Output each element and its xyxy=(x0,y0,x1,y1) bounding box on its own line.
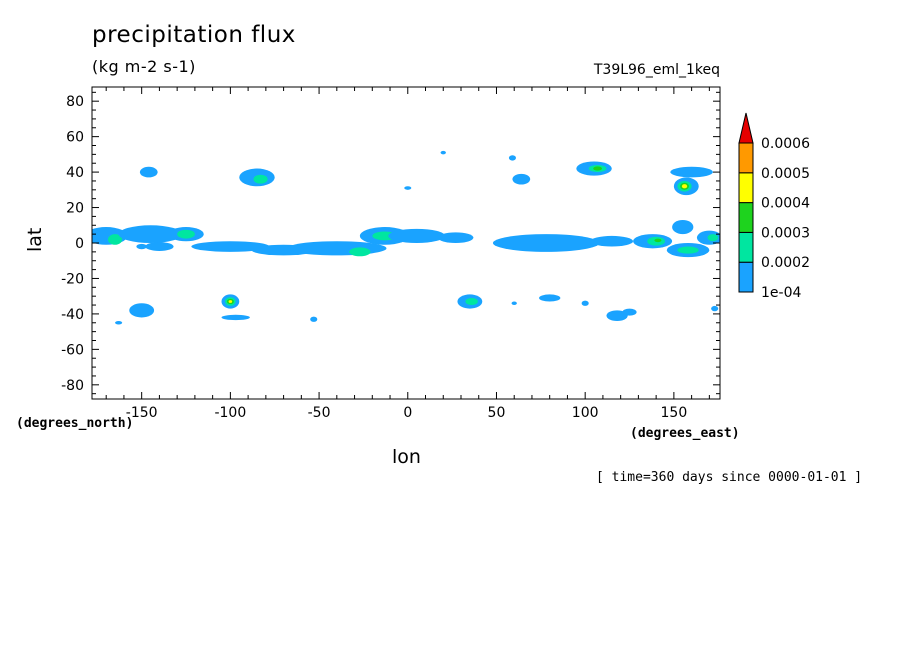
contour-cell-22 xyxy=(707,234,719,242)
y-tick-label: -60 xyxy=(61,342,84,358)
colorbar-swatch-3 xyxy=(738,172,754,204)
colorbar-label: 1e-04 xyxy=(761,285,801,301)
x-tick-label: 50 xyxy=(488,405,506,421)
colorbar-extend-triangle xyxy=(738,112,754,144)
contour-cell-12 xyxy=(388,228,446,243)
x-axis-units: (degrees_east) xyxy=(630,426,740,441)
contour-cell-43 xyxy=(539,294,561,302)
contour-cell-49 xyxy=(511,301,517,306)
run-id-label: T39L96_eml_1keq xyxy=(593,62,720,78)
contour-cell-26 xyxy=(253,174,268,184)
x-tick-label: -150 xyxy=(126,405,158,421)
y-tick-label: -40 xyxy=(61,307,84,323)
colorbar-label: 0.0006 xyxy=(761,136,810,152)
contour-cell-40 xyxy=(129,303,155,318)
colorbar-label: 0.0004 xyxy=(761,196,810,212)
contour-cell-50 xyxy=(581,300,589,306)
x-tick-label: -100 xyxy=(214,405,246,421)
contour-cell-1 xyxy=(107,234,123,245)
colorbar-label: 0.0002 xyxy=(761,255,810,271)
axes: -150 -100 -50 0 50 100 150 -80 -60 -40 -20 0 20 40 60 8… xyxy=(61,87,720,421)
y-axis-units: (degrees_north) xyxy=(16,416,134,431)
x-tick-label: 100 xyxy=(572,405,599,421)
y-axis-title-wrap: lat xyxy=(24,228,48,274)
y-tick-label: 20 xyxy=(66,201,84,217)
contour-cell-56 xyxy=(205,246,213,251)
contour-cell-51 xyxy=(711,305,719,312)
contour-cell-53 xyxy=(440,150,446,155)
contour-cell-29 xyxy=(593,166,603,171)
y-tick-label: -20 xyxy=(61,271,84,287)
contour-cell-24 xyxy=(139,166,158,178)
contour-cell-13 xyxy=(437,232,474,244)
contour-cell-48 xyxy=(310,316,318,322)
contour-cell-47 xyxy=(115,321,123,325)
contour-cell-18 xyxy=(654,238,662,243)
contour-cell-14 xyxy=(492,234,600,252)
contour-cell-4 xyxy=(177,229,195,239)
y-tick-label: 80 xyxy=(66,94,84,110)
colorbar-label: 0.0003 xyxy=(761,225,810,241)
contour-cell-35 xyxy=(512,173,531,185)
chart-title: precipitation flux xyxy=(92,22,296,48)
contour-cell-2 xyxy=(118,225,183,243)
contour-cell-15 xyxy=(590,235,634,247)
time-note: [ time=360 days since 0000-01-01 ] xyxy=(596,470,863,485)
contour-cell-20 xyxy=(677,246,699,254)
contour-cell-23 xyxy=(672,219,694,235)
colorbar-swatch-1 xyxy=(738,231,754,263)
precipitation-contours xyxy=(92,150,720,325)
contour-cell-55 xyxy=(136,243,147,250)
contour-cell-46 xyxy=(221,314,250,321)
x-tick-label: -50 xyxy=(308,405,331,421)
colorbar-swatch-0 xyxy=(738,261,754,293)
y-tick-label: -80 xyxy=(61,378,84,394)
contour-cell-54 xyxy=(404,186,412,190)
contour-cell-33 xyxy=(681,184,688,189)
colorbar-swatch-2 xyxy=(738,202,754,233)
contour-cell-52 xyxy=(508,155,516,161)
contour-cell-9 xyxy=(349,247,371,257)
contour-cell-5 xyxy=(145,242,174,251)
y-tick-label: 0 xyxy=(75,236,84,252)
y-axis-title: lat xyxy=(24,227,46,252)
contour-cell-39 xyxy=(228,300,233,303)
contour-cell-45 xyxy=(622,308,637,316)
colorbar-swatch-4 xyxy=(738,142,754,174)
colorbar-label: 0.0005 xyxy=(761,166,810,182)
contour-cell-44 xyxy=(606,310,628,321)
x-tick-label: 150 xyxy=(661,405,688,421)
contour-cell-34 xyxy=(670,166,713,178)
x-tick-label: 0 xyxy=(403,405,412,421)
x-axis-title: lon xyxy=(392,446,421,468)
y-tick-label: 60 xyxy=(66,130,84,146)
y-tick-label: 40 xyxy=(66,165,84,181)
units-subtitle: (kg m-2 s-1) xyxy=(92,57,196,76)
colorbar: 1e-04 0.0002 0.0003 0.0004 0.0005 0.0006 xyxy=(738,112,810,301)
contour-cell-42 xyxy=(465,297,478,306)
